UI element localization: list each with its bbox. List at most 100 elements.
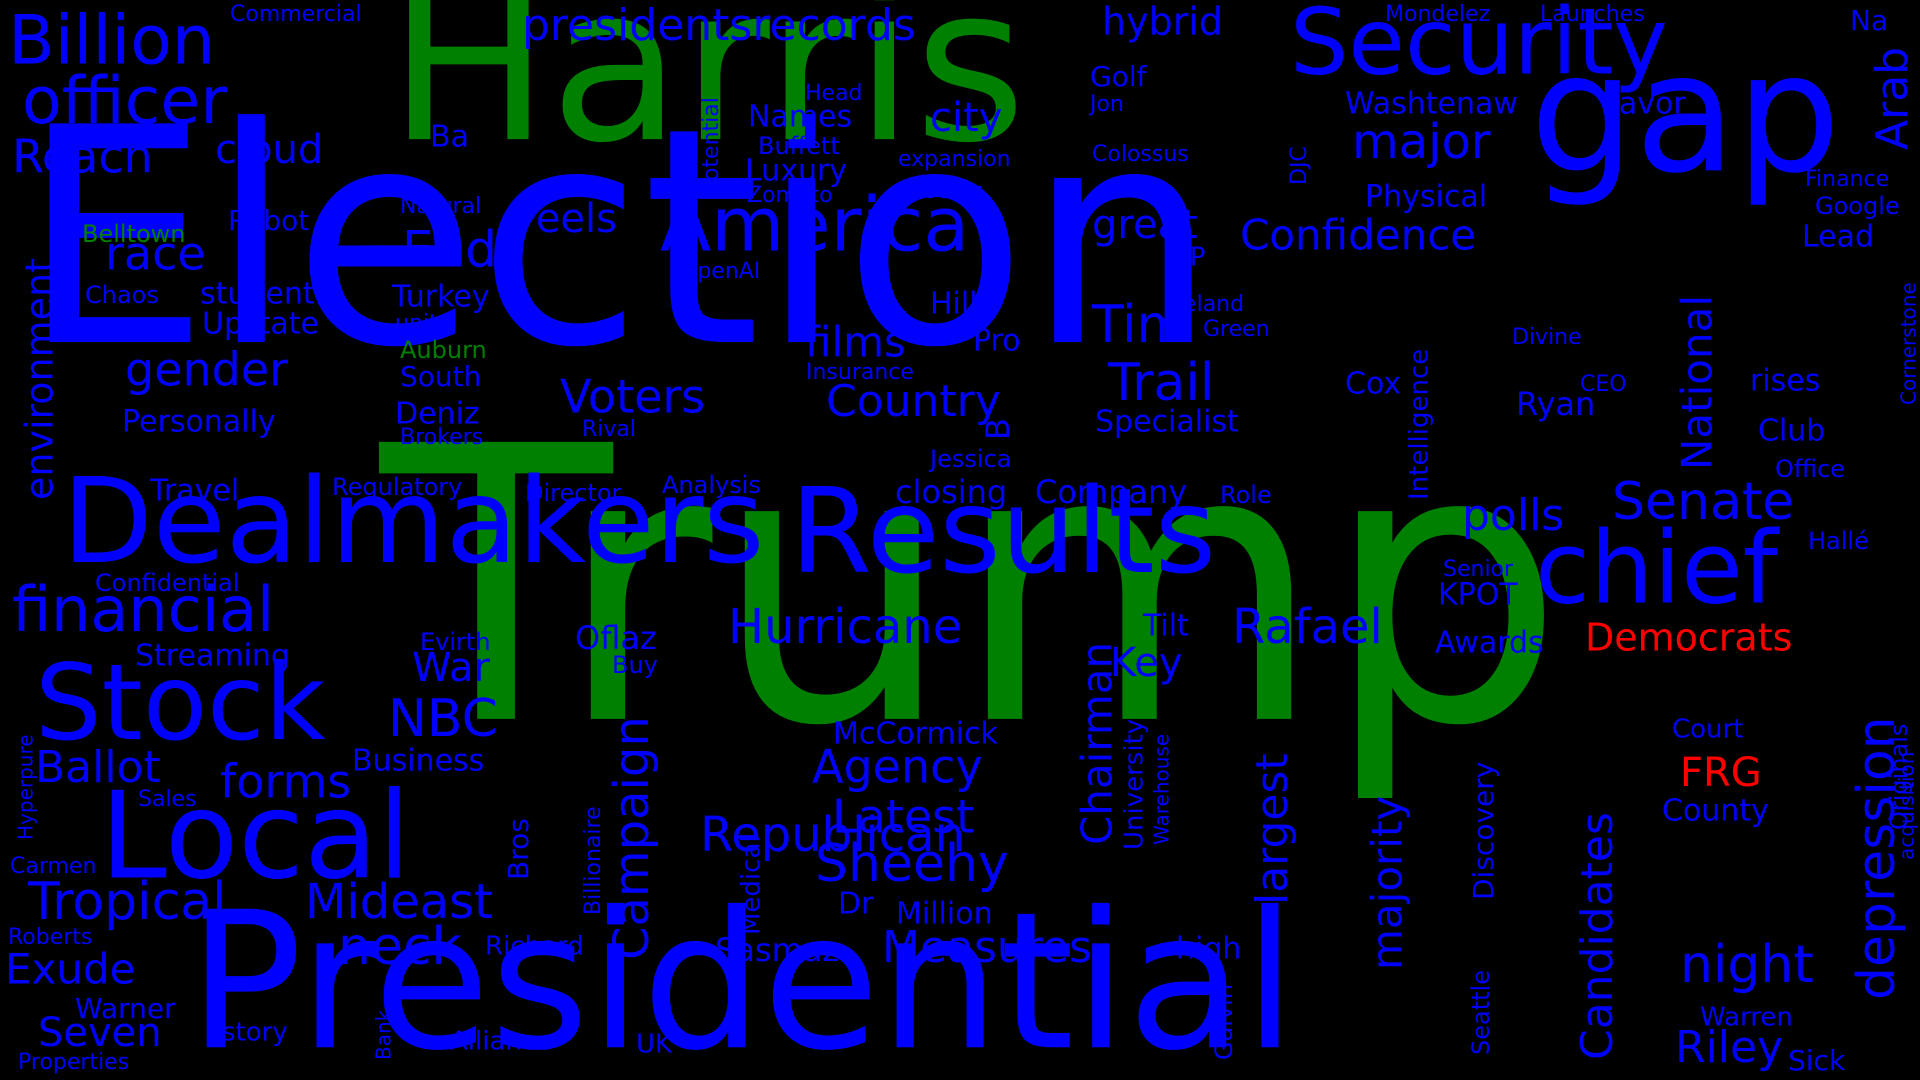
cloud-word: Zomato	[747, 183, 833, 208]
cloud-word: environment	[18, 258, 62, 500]
cloud-word: Sheehy	[815, 834, 1009, 894]
cloud-word: VP	[1172, 243, 1205, 273]
cloud-word: story	[222, 1018, 288, 1048]
cloud-word: Sasmaz	[715, 931, 839, 969]
cloud-word: night	[1680, 935, 1814, 995]
cloud-word: potential	[699, 97, 724, 195]
cloud-word: Arab	[1867, 47, 1918, 150]
cloud-word: Chairman	[1073, 642, 1122, 845]
cloud-word: Presidential	[188, 871, 1296, 1080]
cloud-word: closing	[895, 473, 1007, 511]
cloud-word: Personally	[122, 405, 276, 440]
cloud-word: Sick	[1788, 1044, 1846, 1077]
cloud-word: Alliance	[450, 1027, 552, 1057]
cloud-word: Senior	[1443, 557, 1514, 582]
cloud-word: Physical	[1365, 180, 1487, 215]
cloud-word: Hills	[930, 287, 993, 322]
cloud-word: Hurricane	[728, 599, 962, 655]
cloud-word: Natural	[400, 194, 481, 219]
cloud-word: Court	[1672, 715, 1743, 745]
cloud-word: B	[979, 418, 1017, 440]
cloud-word: Specialist	[1095, 405, 1239, 440]
cloud-word: Warner	[75, 992, 176, 1025]
cloud-word: Buy	[612, 651, 658, 679]
cloud-word: Company	[1035, 473, 1187, 511]
cloud-word: Harris	[388, 0, 1026, 190]
cloud-word: Latest	[832, 790, 974, 844]
cloud-word: Senate	[1612, 472, 1794, 532]
cloud-word: Tilt	[1142, 609, 1189, 644]
cloud-word: Intelligence	[1405, 349, 1435, 500]
cloud-word: Jon	[1088, 92, 1124, 117]
cloud-word: Evirth	[420, 628, 491, 656]
cloud-word: McCormick	[833, 717, 999, 752]
cloud-word: Tim	[1091, 295, 1187, 355]
cloud-word: chief	[1535, 509, 1781, 626]
cloud-word: officer	[22, 64, 227, 139]
cloud-word: Hyperpure	[14, 734, 38, 840]
cloud-word: gender	[125, 343, 288, 397]
cloud-word: Streaming	[135, 639, 290, 674]
cloud-word: acquisition	[1895, 752, 1919, 860]
cloud-word: Richard	[485, 932, 584, 962]
cloud-word: Billion	[8, 2, 215, 81]
cloud-word: Security	[1290, 0, 1668, 95]
cloud-word: Election	[20, 64, 1217, 413]
cloud-word: Google	[1815, 192, 1900, 220]
cloud-word: Deniz	[395, 397, 480, 432]
cloud-word: Ryan	[1516, 385, 1595, 423]
cloud-word: Riley	[1675, 1022, 1783, 1073]
cloud-word: Washtenaw	[1345, 87, 1518, 122]
cloud-word: U	[888, 305, 909, 338]
cloud-word: Luxury	[745, 154, 847, 189]
cloud-word: Galvin	[1210, 984, 1238, 1060]
cloud-word: Properties	[18, 1050, 129, 1075]
cloud-word: Lead	[1802, 220, 1874, 255]
cloud-word: FRG	[1680, 750, 1762, 796]
cloud-word: Dr	[838, 887, 874, 922]
cloud-word: Turkey	[391, 280, 490, 315]
cloud-word: Originals	[1885, 724, 1913, 830]
cloud-word: Tropical	[27, 872, 227, 932]
cloud-word: Auburn	[400, 336, 487, 364]
cloud-word: Million	[896, 897, 993, 932]
cloud-word: flavor	[1600, 87, 1686, 122]
cloud-word: hybrid	[1102, 0, 1223, 44]
cloud-word: largest	[1247, 753, 1298, 905]
cloud-word: Confidence	[1240, 211, 1476, 260]
cloud-word: polls	[1462, 490, 1564, 541]
cloud-word: Robot	[228, 204, 309, 237]
cloud-word: Candidates	[1572, 812, 1623, 1060]
cloud-word: films	[805, 318, 906, 367]
cloud-word: Roberts	[8, 925, 92, 950]
cloud-word: cloud	[215, 127, 323, 173]
cloud-word: majority	[1363, 796, 1412, 970]
cloud-word: Republican	[700, 807, 965, 863]
cloud-word: County	[1662, 794, 1769, 829]
cloud-word: Carmen	[10, 854, 96, 879]
cloud-word: Chaos	[85, 281, 159, 309]
cloud-word: major	[1352, 114, 1491, 170]
cloud-word: CEO	[1580, 372, 1627, 397]
cloud-word: Seattle	[1467, 970, 1495, 1055]
cloud-word: Pro	[973, 324, 1021, 359]
cloud-word: Rafael	[1232, 599, 1383, 655]
cloud-word: Confidential	[95, 569, 239, 597]
cloud-word: race	[105, 227, 206, 281]
cloud-word: Launches	[1540, 2, 1645, 27]
cloud-word: Country	[826, 376, 1001, 427]
cloud-word: Billionaire	[581, 806, 606, 915]
cloud-word: Voters	[560, 370, 705, 424]
cloud-word: UK	[636, 1030, 673, 1060]
cloud-word: Analysis	[662, 471, 761, 499]
cloud-word: Finance	[1805, 167, 1889, 192]
cloud-word: Upstate	[202, 307, 319, 342]
cloud-word: KPOT	[1438, 578, 1518, 613]
cloud-word: Head	[805, 81, 863, 106]
cloud-word: Mondelez	[1385, 2, 1490, 27]
cloud-word: OpenAI	[680, 259, 760, 284]
cloud-word: Trail	[1107, 353, 1214, 413]
cloud-word: America	[660, 181, 969, 269]
cloud-word: Reach	[12, 130, 153, 184]
cloud-word: Business	[352, 744, 484, 779]
